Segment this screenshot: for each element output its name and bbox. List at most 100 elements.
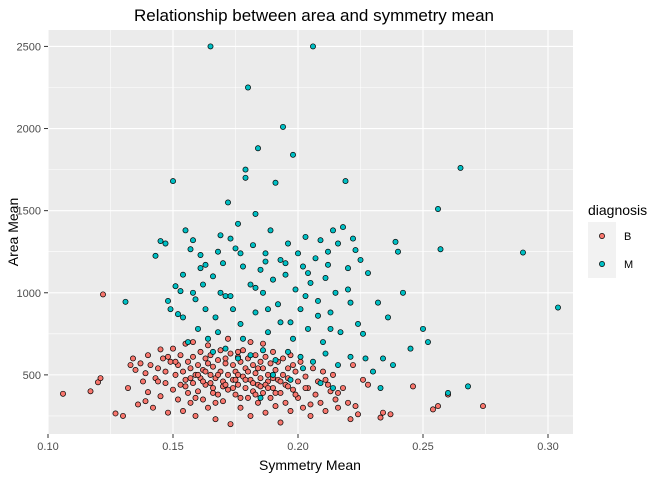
- point-M: [312, 255, 319, 262]
- point-M: [292, 286, 299, 293]
- point-B: [205, 342, 211, 349]
- point-B: [320, 368, 326, 375]
- point-B: [260, 340, 266, 347]
- point-B: [212, 399, 219, 406]
- point-M: [300, 365, 306, 372]
- x-tick-label: 0.30: [537, 441, 558, 453]
- point-M: [520, 249, 526, 256]
- point-B: [262, 353, 269, 360]
- point-B: [280, 371, 286, 378]
- point-M: [285, 240, 291, 247]
- y-tick-label: 1000: [17, 288, 41, 300]
- point-M: [200, 281, 206, 288]
- point-M: [377, 385, 384, 391]
- point-M: [375, 299, 381, 306]
- point-M: [220, 260, 226, 267]
- x-axis-title: Symmetry Mean: [259, 457, 361, 473]
- point-M: [337, 329, 344, 336]
- point-B: [257, 383, 264, 390]
- point-M: [335, 240, 341, 247]
- point-B: [130, 355, 136, 362]
- point-M: [272, 357, 279, 364]
- point-B: [157, 346, 164, 353]
- point-M: [185, 339, 191, 345]
- point-M: [365, 270, 371, 277]
- legend-marker-B: [599, 233, 605, 239]
- point-M: [247, 281, 254, 288]
- point-B: [202, 355, 209, 362]
- point-M: [212, 314, 219, 321]
- point-B: [230, 385, 236, 391]
- point-M: [445, 389, 451, 396]
- point-M: [287, 376, 294, 383]
- point-M: [202, 261, 209, 268]
- point-B: [335, 389, 341, 396]
- point-B: [125, 385, 131, 391]
- point-M: [270, 276, 276, 283]
- point-B: [97, 375, 104, 382]
- point-B: [345, 399, 351, 406]
- point-M: [195, 325, 201, 332]
- point-B: [355, 411, 361, 418]
- point-B: [167, 358, 174, 365]
- point-B: [307, 401, 314, 408]
- point-M: [345, 286, 351, 293]
- point-M: [190, 289, 196, 296]
- point-B: [277, 419, 284, 426]
- legend-title: diagnosis: [588, 202, 647, 218]
- point-B: [205, 404, 211, 411]
- point-M: [255, 145, 261, 152]
- point-B: [190, 380, 196, 387]
- point-B: [265, 385, 271, 391]
- data-points: [60, 43, 561, 428]
- point-M: [285, 348, 291, 355]
- point-M: [295, 250, 301, 257]
- point-M: [310, 43, 316, 50]
- point-B: [182, 383, 189, 390]
- y-tick-label: 500: [23, 370, 41, 382]
- point-M: [227, 293, 234, 299]
- point-B: [185, 358, 191, 365]
- point-B: [195, 362, 201, 368]
- point-M: [385, 314, 391, 321]
- y-tick-label: 2500: [17, 41, 41, 53]
- point-M: [307, 279, 314, 286]
- grid-minor: [48, 30, 573, 434]
- point-B: [165, 353, 171, 360]
- point-B: [155, 378, 161, 385]
- point-B: [267, 360, 274, 367]
- point-B: [340, 385, 346, 391]
- point-M: [300, 263, 306, 270]
- point-B: [225, 386, 231, 393]
- point-B: [137, 360, 144, 367]
- point-M: [325, 248, 331, 255]
- point-M: [327, 309, 334, 316]
- point-B: [277, 389, 284, 396]
- point-M: [340, 224, 346, 231]
- point-B: [245, 368, 251, 375]
- point-M: [237, 250, 244, 257]
- point-B: [215, 391, 221, 398]
- point-M: [330, 385, 336, 391]
- point-B: [165, 409, 171, 416]
- point-B: [387, 411, 394, 418]
- point-B: [227, 350, 234, 357]
- point-B: [140, 378, 146, 385]
- point-B: [215, 357, 221, 364]
- point-B: [160, 355, 166, 362]
- point-M: [262, 258, 269, 265]
- point-B: [190, 339, 196, 345]
- point-B: [265, 371, 271, 378]
- point-M: [305, 325, 311, 332]
- point-M: [197, 252, 204, 258]
- point-M: [122, 298, 129, 305]
- point-M: [277, 256, 284, 263]
- point-M: [175, 311, 181, 318]
- legend-label-M: M: [624, 259, 633, 271]
- point-B: [252, 352, 259, 359]
- point-B: [277, 378, 284, 385]
- point-B: [297, 358, 304, 365]
- point-B: [162, 368, 169, 375]
- point-M: [252, 284, 259, 291]
